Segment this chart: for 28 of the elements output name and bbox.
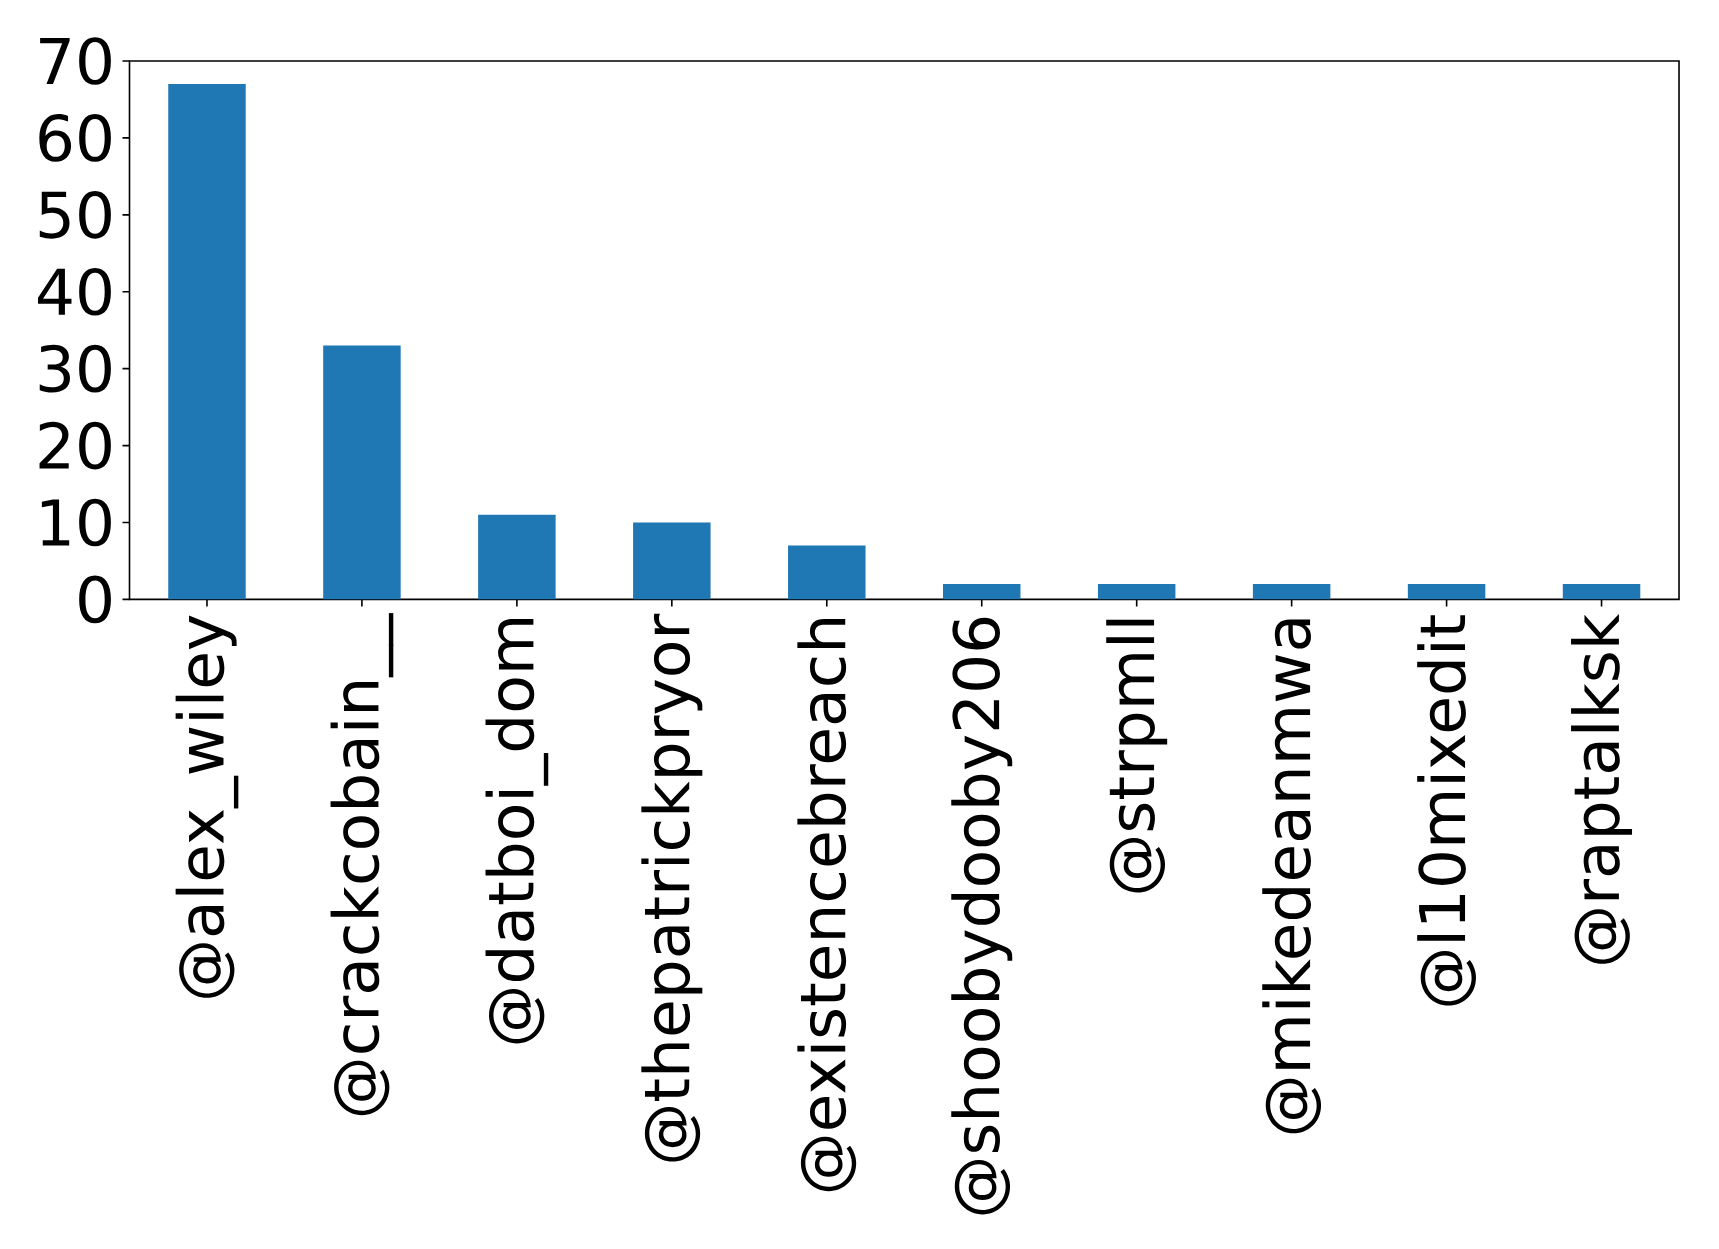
- y-tick-label: 70: [40, 37, 111, 85]
- bar: [323, 345, 401, 600]
- x-tick-label: @existencebreach: [797, 619, 857, 1192]
- bar: [1407, 584, 1486, 600]
- y-tick-label: 0: [79, 575, 111, 624]
- x-tick-label: @thepatrickpryor: [641, 613, 703, 1162]
- x-tick-label: @raptalksk: [1571, 613, 1633, 964]
- y-tick-label: 10: [41, 498, 111, 547]
- y-tick-label: 30: [39, 344, 111, 393]
- x-tick-label: @shoobydooby206: [951, 617, 1013, 1215]
- bar: [1097, 584, 1176, 600]
- x-tick-label: @alex_wiley: [175, 615, 239, 998]
- y-tick-label: 20: [39, 421, 111, 470]
- bar: [943, 584, 1021, 600]
- x-tick-label: @datboi_dom: [485, 619, 549, 1044]
- x-tick-label: @crackcobain__: [330, 613, 394, 1116]
- x-tick-label: @l10mixedit: [1417, 615, 1476, 1006]
- bar: [168, 84, 246, 600]
- x-tick-label: @strpmll: [1106, 619, 1168, 893]
- bar: [1252, 584, 1331, 600]
- x-tick-label: @mikedeanmwa: [1262, 619, 1322, 1134]
- y-tick-label: 50: [39, 191, 111, 239]
- bar: [478, 514, 556, 600]
- bar: [1562, 584, 1641, 600]
- y-tick-label: 60: [39, 114, 111, 162]
- bar: [788, 545, 866, 600]
- bar: [633, 522, 711, 600]
- y-tick-label: 40: [38, 267, 111, 316]
